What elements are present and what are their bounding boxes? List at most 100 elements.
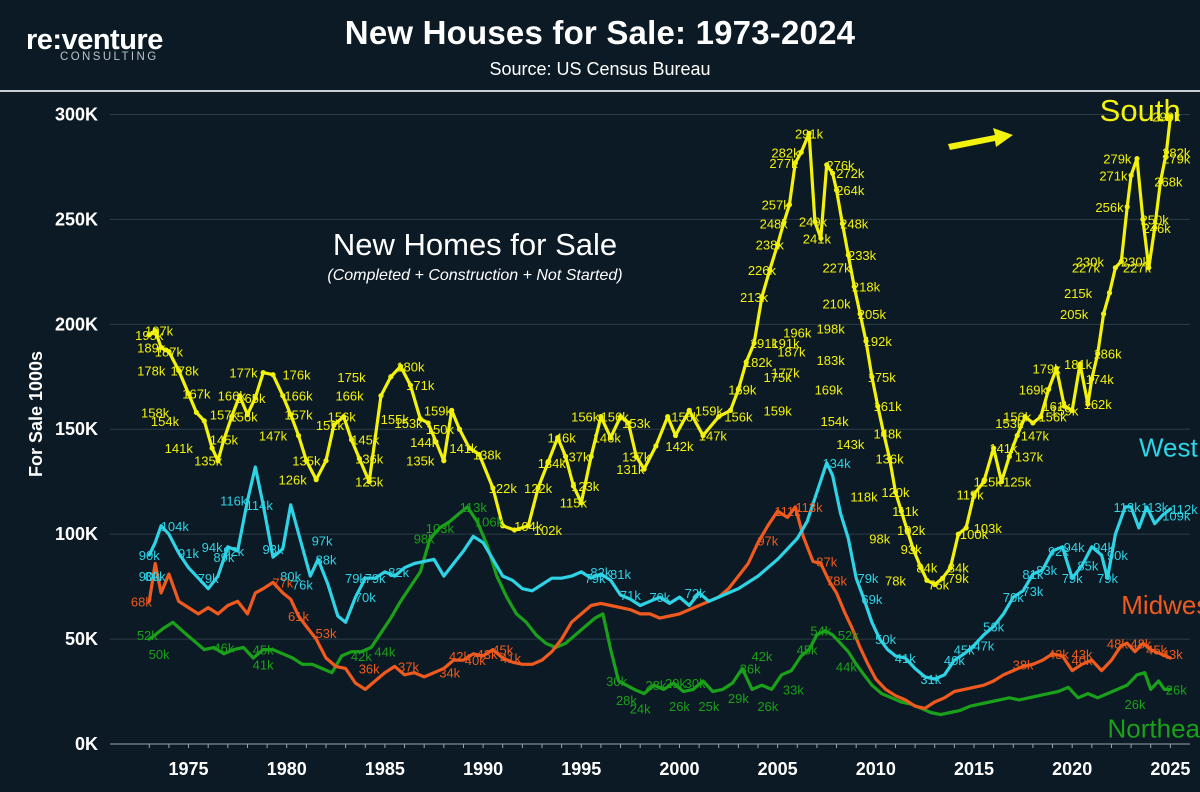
data-label: 90k xyxy=(1107,548,1128,563)
data-label: 31k xyxy=(920,672,941,687)
data-label: 136k xyxy=(355,452,384,467)
data-point xyxy=(1118,258,1124,264)
data-label: 241k xyxy=(803,231,832,246)
data-label: 238k xyxy=(756,238,785,253)
data-point xyxy=(665,414,671,420)
chart-subtitle: Source: US Census Bureau xyxy=(489,59,711,79)
data-label: 169k xyxy=(1019,382,1048,397)
data-label: 161k xyxy=(873,399,902,414)
data-point xyxy=(991,445,997,451)
data-label: 118k xyxy=(850,489,878,504)
data-point xyxy=(751,340,757,346)
data-label: 115k xyxy=(560,496,588,511)
data-point xyxy=(209,445,215,451)
data-label: 47k xyxy=(973,638,994,653)
data-label: 78k xyxy=(885,573,906,588)
data-label: 78k xyxy=(826,573,847,588)
data-label: 154k xyxy=(151,414,180,429)
data-label: 187k xyxy=(155,345,184,360)
data-label: 248k xyxy=(840,217,869,232)
data-label: 71k xyxy=(620,588,641,603)
data-label: 123k xyxy=(571,479,600,494)
data-label: 230k xyxy=(1121,254,1150,269)
data-point xyxy=(863,338,869,344)
data-label: 81k xyxy=(1022,567,1043,582)
data-point xyxy=(1053,365,1060,371)
data-point xyxy=(1140,216,1146,223)
data-label: 125k xyxy=(1003,475,1032,490)
data-point xyxy=(1014,432,1020,439)
data-point xyxy=(998,479,1005,485)
data-point xyxy=(500,523,506,529)
data-point xyxy=(1069,407,1075,413)
y-tick-label: 250K xyxy=(55,209,98,229)
data-label: 84k xyxy=(948,561,969,576)
data-label: 79k xyxy=(857,571,878,586)
data-point xyxy=(578,500,584,506)
data-label: 79k xyxy=(365,571,386,586)
series-line-south xyxy=(147,115,1172,587)
series-midwest xyxy=(147,505,1172,710)
data-label: 178k xyxy=(137,363,166,378)
data-label: 135k xyxy=(406,454,435,469)
data-label: 94k xyxy=(202,540,223,555)
data-point xyxy=(824,162,830,168)
data-label: 141k xyxy=(989,441,1018,456)
data-label: 147k xyxy=(1021,429,1050,444)
data-label: 122k xyxy=(524,481,553,496)
data-label: 156k xyxy=(1038,410,1067,425)
data-label: 41k xyxy=(253,657,274,672)
data-label: 98k xyxy=(869,531,890,546)
data-label: 137k xyxy=(561,450,590,465)
line-chart: 0K 50K 100K 150K 200K 250K 300K 1975 1980 1985 199… xyxy=(0,92,1200,792)
data-point xyxy=(1146,265,1152,271)
data-point xyxy=(466,445,472,451)
data-point xyxy=(780,221,787,227)
data-label: 43k xyxy=(1048,647,1069,662)
data-point xyxy=(449,407,455,413)
data-label: 87k xyxy=(816,554,837,569)
data-point xyxy=(839,221,846,227)
data-point xyxy=(981,479,987,485)
data-label: 145k xyxy=(351,433,380,448)
data-label: 69k xyxy=(861,592,882,607)
x-tick-label: 1995 xyxy=(561,759,601,779)
data-label: 146k xyxy=(593,431,622,446)
annotations-layer: New Homes for Sale (Completed + Construc… xyxy=(327,128,1013,284)
data-point xyxy=(617,414,624,420)
company-logo-subtitle: CONSULTING xyxy=(60,51,159,63)
data-label: 195k xyxy=(135,328,164,343)
data-point xyxy=(939,575,946,581)
data-label: 155k xyxy=(381,412,410,427)
data-label: 166k xyxy=(218,389,247,404)
data-point xyxy=(775,241,781,248)
data-point xyxy=(1167,113,1173,120)
data-label: 156k xyxy=(229,410,258,425)
y-tick-label: 0K xyxy=(75,734,98,754)
data-point xyxy=(511,527,518,533)
data-label: 93k xyxy=(262,542,283,557)
header: re:venture CONSULTING New Houses for Sal… xyxy=(0,0,1200,92)
data-point xyxy=(366,479,372,485)
data-label: 157k xyxy=(284,408,313,423)
data-point xyxy=(1157,179,1164,185)
data-label: 146k xyxy=(548,431,577,446)
data-label: 79k xyxy=(1097,571,1118,586)
data-point xyxy=(176,367,182,374)
data-label: 257k xyxy=(762,198,791,213)
data-point xyxy=(955,531,961,537)
data-point xyxy=(851,283,857,290)
data-point xyxy=(672,432,679,439)
data-point xyxy=(904,527,910,533)
data-label: 94k xyxy=(1093,540,1114,555)
data-point xyxy=(356,456,362,462)
data-label: 88k xyxy=(316,552,337,567)
data-label: 272k xyxy=(836,166,865,181)
data-label: 98k xyxy=(414,531,435,546)
data-point xyxy=(545,460,551,466)
data-point xyxy=(759,294,765,300)
subheadline-annotation: (Completed + Construction + Not Started) xyxy=(327,267,622,284)
